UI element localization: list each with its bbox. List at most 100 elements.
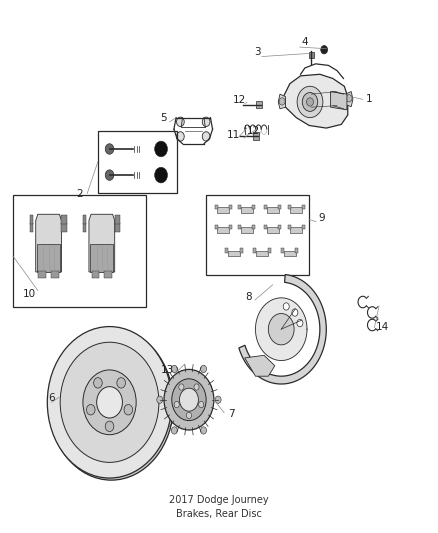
Polygon shape [245,356,275,376]
Text: 7: 7 [229,409,235,419]
Polygon shape [284,251,296,256]
Circle shape [60,342,159,462]
Circle shape [105,144,114,154]
Circle shape [94,378,102,388]
Text: 6: 6 [48,393,55,403]
Bar [288,205,291,209]
Polygon shape [38,271,46,278]
Polygon shape [239,274,326,384]
Polygon shape [83,215,86,224]
Circle shape [297,86,323,118]
Bar [268,248,271,253]
Bar [229,225,232,229]
Circle shape [202,117,210,126]
Polygon shape [61,223,67,232]
Text: 2: 2 [76,189,83,199]
Circle shape [215,396,221,403]
Bar [13,195,146,307]
Polygon shape [278,94,286,109]
Circle shape [201,427,207,434]
Circle shape [346,95,352,102]
Polygon shape [51,271,59,278]
Text: 1: 1 [366,94,373,104]
Bar [240,248,243,253]
Circle shape [117,378,125,388]
Circle shape [283,303,289,310]
Text: 5: 5 [160,112,166,123]
Bar [256,101,262,108]
Circle shape [105,170,114,180]
Polygon shape [83,223,86,232]
Circle shape [83,370,136,435]
Polygon shape [267,207,279,213]
Polygon shape [267,227,279,233]
Bar [264,205,267,209]
Text: 3: 3 [254,47,261,58]
Bar [278,205,281,209]
Bar [215,225,218,229]
Text: 8: 8 [246,292,252,302]
Bar [206,196,309,275]
Polygon shape [346,92,353,107]
Circle shape [194,384,199,390]
Bar [302,205,305,209]
Bar [281,248,284,253]
Bar [98,131,177,193]
Circle shape [124,405,133,415]
Bar [238,205,241,209]
Polygon shape [30,223,33,232]
Circle shape [49,329,173,480]
Polygon shape [331,92,347,110]
Circle shape [292,309,298,316]
Circle shape [171,427,177,434]
Text: 11: 11 [227,130,240,140]
Text: 10: 10 [23,289,36,298]
Bar [288,225,291,229]
Text: 9: 9 [319,213,325,223]
Circle shape [105,421,114,432]
Bar [253,248,256,253]
Bar [302,225,305,229]
Circle shape [157,396,163,403]
Bar [253,132,259,140]
Bar [229,205,232,209]
Polygon shape [256,251,268,256]
Polygon shape [290,227,302,233]
Circle shape [164,369,214,430]
Circle shape [177,117,184,126]
Text: 4: 4 [301,37,308,47]
Bar [295,248,298,253]
Text: 14: 14 [375,321,389,332]
Circle shape [177,132,184,141]
Circle shape [171,365,177,373]
Circle shape [302,93,318,111]
Bar [252,205,255,209]
Polygon shape [283,74,348,128]
Circle shape [198,401,204,408]
Circle shape [179,384,184,390]
Bar [264,225,267,229]
Circle shape [47,327,172,478]
Text: 13: 13 [161,365,174,375]
Circle shape [97,386,122,418]
Polygon shape [241,227,253,233]
Circle shape [202,132,210,141]
Polygon shape [241,207,253,213]
Bar [252,225,255,229]
Polygon shape [217,227,230,233]
Bar [238,225,241,229]
Circle shape [268,313,294,345]
Circle shape [201,365,207,373]
Polygon shape [115,215,120,224]
Bar [226,248,229,253]
Text: 2017 Dodge Journey
Brakes, Rear Disc: 2017 Dodge Journey Brakes, Rear Disc [169,495,269,519]
Polygon shape [290,207,302,213]
Circle shape [155,141,167,157]
Bar [278,225,281,229]
Bar [309,52,314,58]
Polygon shape [30,215,33,224]
Circle shape [297,319,303,327]
Circle shape [155,167,167,183]
Circle shape [279,98,285,105]
Polygon shape [115,223,120,232]
